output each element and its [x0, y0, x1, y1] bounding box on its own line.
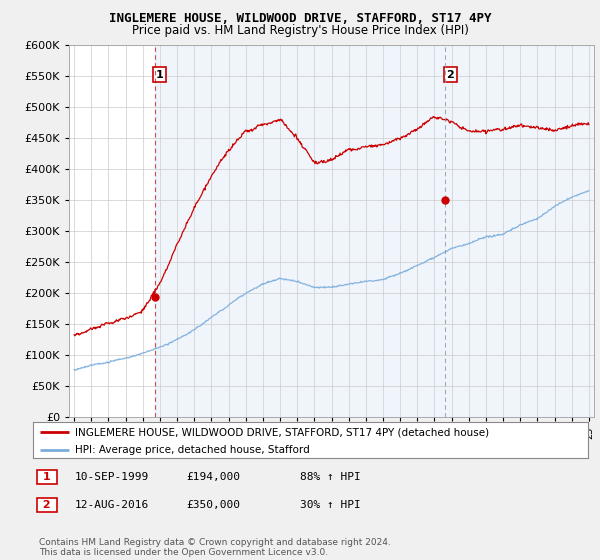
Bar — [155, 45, 600, 417]
Text: INGLEMERE HOUSE, WILDWOOD DRIVE, STAFFORD, ST17 4PY: INGLEMERE HOUSE, WILDWOOD DRIVE, STAFFOR… — [109, 12, 491, 25]
Text: 1: 1 — [39, 472, 55, 482]
Text: 2: 2 — [39, 500, 55, 510]
Text: 2: 2 — [446, 69, 454, 80]
Text: Contains HM Land Registry data © Crown copyright and database right 2024.
This d: Contains HM Land Registry data © Crown c… — [39, 538, 391, 557]
Text: 1: 1 — [156, 69, 164, 80]
Text: HPI: Average price, detached house, Stafford: HPI: Average price, detached house, Staf… — [74, 445, 310, 455]
Text: 88% ↑ HPI: 88% ↑ HPI — [300, 472, 361, 482]
Text: Price paid vs. HM Land Registry's House Price Index (HPI): Price paid vs. HM Land Registry's House … — [131, 24, 469, 36]
Text: 10-SEP-1999: 10-SEP-1999 — [75, 472, 149, 482]
Text: 12-AUG-2016: 12-AUG-2016 — [75, 500, 149, 510]
Text: INGLEMERE HOUSE, WILDWOOD DRIVE, STAFFORD, ST17 4PY (detached house): INGLEMERE HOUSE, WILDWOOD DRIVE, STAFFOR… — [74, 427, 489, 437]
Text: £194,000: £194,000 — [186, 472, 240, 482]
Text: £350,000: £350,000 — [186, 500, 240, 510]
Text: 30% ↑ HPI: 30% ↑ HPI — [300, 500, 361, 510]
